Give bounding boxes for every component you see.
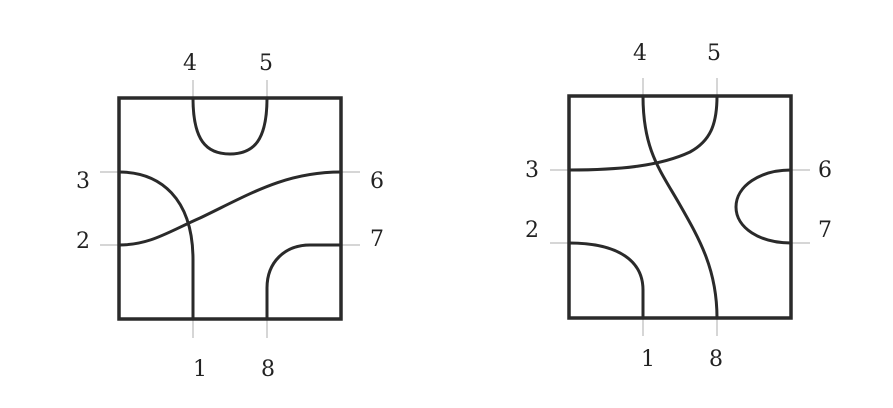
left-tile-frame	[117, 96, 343, 321]
right-port-label-5: 5	[707, 41, 721, 66]
left-port-label-5: 5	[259, 51, 273, 76]
left-port-label-4: 4	[183, 51, 197, 76]
left-port-label-1: 1	[193, 357, 207, 382]
left-port-label-6: 6	[370, 169, 384, 194]
right-port-label-7: 7	[818, 218, 832, 243]
right-tile: 4 5 3 2 6 7 1 8	[525, 41, 832, 372]
right-connection-3-5	[567, 94, 719, 172]
right-port-label-2: 2	[525, 218, 539, 243]
right-connection-6-7	[734, 168, 793, 245]
right-port-label-4: 4	[633, 41, 647, 66]
right-tile-port-ticks	[550, 78, 810, 336]
right-connection-4-8	[641, 94, 719, 320]
left-port-label-7: 7	[370, 227, 384, 252]
right-connection-2-1	[567, 241, 645, 320]
right-port-label-3: 3	[525, 158, 539, 183]
left-tile-port-ticks	[100, 80, 360, 338]
right-tile-frame	[567, 94, 793, 320]
left-connection-2-6	[117, 170, 343, 247]
left-connection-4-5	[191, 96, 269, 156]
right-port-label-8: 8	[709, 347, 723, 372]
left-port-label-3: 3	[76, 169, 90, 194]
left-tile: 4 5 3 2 6 7 1 8	[76, 51, 384, 382]
left-port-label-2: 2	[76, 229, 90, 254]
right-port-label-1: 1	[641, 347, 655, 372]
right-port-label-6: 6	[818, 158, 832, 183]
left-connection-8-7	[265, 243, 343, 321]
left-port-label-8: 8	[261, 357, 275, 382]
left-connection-3-1	[117, 170, 195, 321]
